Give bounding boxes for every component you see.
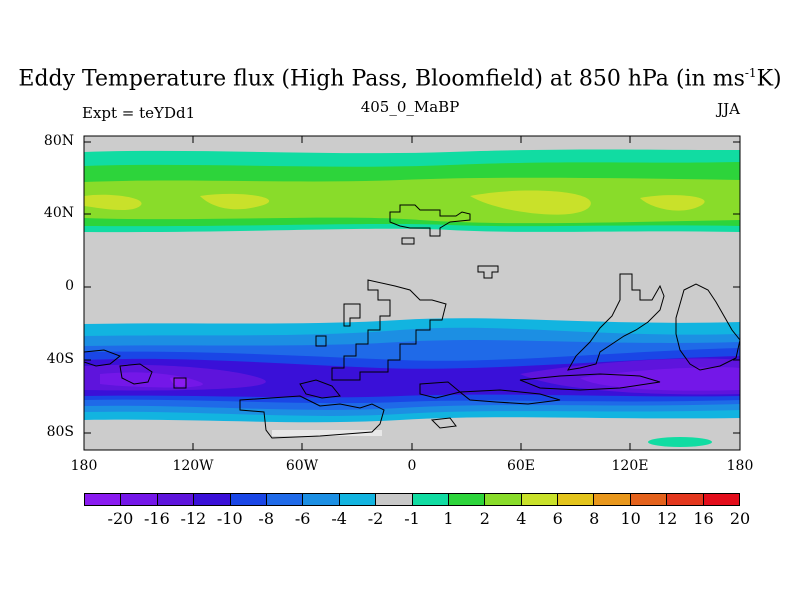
colorbar-swatch: [667, 494, 704, 505]
colorbar-tick-label: -8: [258, 509, 275, 528]
lon-label-60w: 60W: [285, 458, 319, 474]
lon-label-60e: 60E: [506, 458, 536, 474]
colorbar-tick-label: -16: [143, 509, 170, 528]
colorbar-swatch: [376, 494, 413, 505]
colorbar-tick-label: 1: [443, 509, 454, 528]
lat-label-80s: 80S: [46, 424, 74, 440]
colorbar-swatch: [703, 494, 740, 505]
colorbar-tick-label: 16: [693, 509, 714, 528]
colorbar-tick-label: 12: [656, 509, 678, 528]
colorbar-swatch: [303, 494, 340, 505]
plot-subtitle: 405_0_MaBP: [360, 98, 460, 116]
lat-label-40s: 40S: [46, 351, 74, 367]
colorbar-tick-label: -20: [107, 509, 134, 528]
lat-label-40n: 40N: [43, 205, 74, 221]
colorbar-swatch: [448, 494, 486, 505]
colorbar-swatch: [485, 494, 522, 505]
colorbar-swatch: [194, 494, 231, 505]
tick-marks: [84, 136, 740, 450]
colorbar-swatch: [412, 494, 449, 505]
experiment-label: Expt = teYDd1: [82, 104, 196, 122]
colorbar-swatch: [121, 494, 158, 505]
lon-label-180e: 180: [726, 458, 754, 474]
lat-label-0: 0: [65, 278, 74, 294]
colorbar-swatch: [157, 494, 195, 505]
colorbar-swatch: [594, 494, 631, 505]
lon-label-0: 0: [407, 458, 417, 474]
colorbar-swatch: [521, 494, 559, 505]
colorbar: [84, 493, 740, 506]
colorbar-swatch: [630, 494, 668, 505]
colorbar-tick-label: 20: [729, 509, 751, 528]
colorbar-tick-label: -12: [180, 509, 207, 528]
colorbar-tick-label: 2: [479, 509, 490, 528]
colorbar-tick-label: -2: [367, 509, 384, 528]
lon-label-120e: 120E: [611, 458, 649, 474]
lon-label-120w: 120W: [172, 458, 214, 474]
colorbar-tick-label: 4: [516, 509, 527, 528]
colorbar-swatch: [339, 494, 377, 505]
colorbar-tick-label: -10: [216, 509, 243, 528]
colorbar-tick-label: -4: [331, 509, 347, 528]
colorbar-swatch: [230, 494, 267, 505]
colorbar-tick-label: 6: [552, 509, 563, 528]
plot-title: Eddy Temperature flux (High Pass, Bloomf…: [18, 66, 782, 92]
colorbar-tick-label: -1: [404, 509, 420, 528]
flux-field: [84, 136, 740, 450]
colorbar-tick-label: -6: [294, 509, 311, 528]
colorbar-tick-label: 10: [620, 509, 641, 528]
coastlines: [84, 204, 740, 439]
colorbar-swatch: [85, 494, 122, 505]
lat-label-80n: 80N: [43, 133, 74, 149]
colorbar-swatch: [266, 494, 304, 505]
colorbar-tick-label: 8: [589, 509, 600, 528]
colorbar-swatch: [558, 494, 595, 505]
season-label: JJA: [717, 100, 740, 118]
lon-label-180w: 180: [70, 458, 98, 474]
